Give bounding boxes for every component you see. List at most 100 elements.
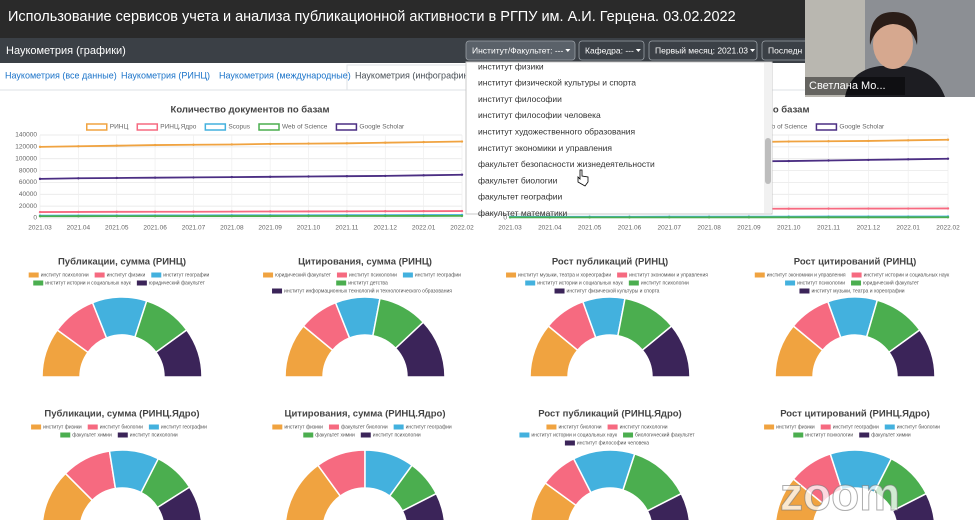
line-point xyxy=(867,216,870,219)
filter-button[interactable] xyxy=(465,40,576,61)
x-tick-label: 2021.10 xyxy=(297,225,321,232)
line-point xyxy=(384,174,387,178)
dropdown-item[interactable]: факультет географии xyxy=(478,192,562,202)
filter-button[interactable] xyxy=(648,40,758,61)
legend-swatch xyxy=(820,424,831,430)
line-point xyxy=(787,207,790,210)
line-point xyxy=(153,210,157,213)
cursor-hand xyxy=(577,169,589,187)
dropdown-item[interactable]: институт экономики и управления xyxy=(478,143,612,153)
line-point xyxy=(153,176,157,179)
legend-label: институт биологии xyxy=(897,424,940,430)
tab[interactable]: Наукометрия (все данные) xyxy=(5,70,117,80)
legend-label: факультет химии xyxy=(315,432,355,438)
filter-button-label[interactable]: Последн xyxy=(768,45,803,55)
filter-button-label[interactable]: Институт/Факультет: --- xyxy=(472,45,563,55)
line-point xyxy=(827,216,830,219)
person-body xyxy=(845,66,945,97)
legend-swatch xyxy=(607,424,618,430)
y-tick-label: 100000 xyxy=(15,155,37,162)
legend-label: институт географии xyxy=(415,272,461,278)
y-tick-label: 80000 xyxy=(19,167,37,174)
x-tick-label: 2021.04 xyxy=(538,225,562,232)
donut-segment xyxy=(394,321,446,378)
legend-label: институт психологии xyxy=(349,272,397,278)
legend-swatch xyxy=(117,432,128,438)
dropdown-item[interactable]: институт философии человека xyxy=(478,110,601,120)
legend-swatch xyxy=(859,432,870,438)
legend-swatch xyxy=(336,280,347,286)
dropdown-item[interactable]: факультет биологии xyxy=(478,175,558,185)
dropdown-item[interactable]: институт художественного образования xyxy=(478,126,636,136)
legend-label: факультет химии xyxy=(871,432,911,438)
line-point xyxy=(422,209,425,213)
line-point xyxy=(460,140,464,143)
line-point xyxy=(906,207,910,210)
dropdown-item[interactable]: факультет математики xyxy=(478,208,567,218)
x-tick-label: 2021.08 xyxy=(220,225,244,232)
line-point xyxy=(77,214,80,218)
webcam-name-bg xyxy=(805,77,905,95)
legend-swatch xyxy=(884,424,895,430)
legend-swatch xyxy=(204,123,227,131)
x-tick-label: 2022.01 xyxy=(896,225,920,232)
legend-label: институт философии человека xyxy=(577,440,649,446)
legend-label: факультет биологии xyxy=(341,424,388,430)
x-tick-label: 2022.02 xyxy=(450,225,474,232)
legend-swatch xyxy=(328,424,339,430)
legend-swatch xyxy=(336,272,347,278)
legend-swatch xyxy=(136,280,147,286)
line-point xyxy=(153,143,157,147)
filter-button[interactable] xyxy=(578,40,645,61)
legend-swatch xyxy=(851,280,862,286)
tab[interactable]: Наукометрия (международные) xyxy=(219,70,351,80)
legend-label: юридический факультет xyxy=(149,279,206,286)
line-point xyxy=(77,145,80,148)
legend-label: институт истории и социальных наук xyxy=(531,432,617,438)
legend-label: институт физики xyxy=(776,424,815,430)
chart-title: Рост публикаций (РИНЦ) xyxy=(552,257,668,268)
line-point xyxy=(867,158,870,162)
dropdown-item[interactable]: факультет безопасности жизнедеятельности xyxy=(478,159,655,169)
x-tick-label: 2022.01 xyxy=(412,225,436,232)
line-point xyxy=(422,214,425,218)
legend-swatch xyxy=(554,288,565,294)
line-point xyxy=(906,139,910,142)
legend-swatch xyxy=(31,424,42,430)
legend-swatch xyxy=(785,280,796,286)
legend-swatch xyxy=(764,424,775,430)
dropdown-item[interactable]: институт физики xyxy=(478,61,544,71)
tab[interactable]: Наукометрия (инфографика) xyxy=(355,70,476,80)
legend-label: Google Scholar xyxy=(839,124,885,131)
line-point xyxy=(38,145,42,149)
x-tick-label: 2021.05 xyxy=(105,225,129,232)
chart-title: Публикации, сумма (РИНЦ) xyxy=(58,257,186,268)
chart-title: Публикации, сумма (РИНЦ.Ядро) xyxy=(44,409,199,420)
tab[interactable]: Наукометрия (РИНЦ) xyxy=(121,70,210,80)
dropdown-item[interactable]: институт философии xyxy=(478,94,562,104)
legend-swatch xyxy=(94,272,105,278)
line-point xyxy=(906,158,910,161)
filter-button-label[interactable]: Первый месяц: 2021.03 xyxy=(655,45,748,55)
chart-title: Количество документов по базам xyxy=(171,105,330,116)
legend-swatch xyxy=(546,424,557,430)
legend-label: институт информационных технологий и тех… xyxy=(284,287,452,294)
line-point xyxy=(460,209,464,213)
line-point xyxy=(115,144,118,147)
dropdown-item[interactable]: институт физической культуры и спорта xyxy=(478,78,636,88)
legend-label: институт биологии xyxy=(100,424,143,430)
legend-swatch xyxy=(136,123,159,131)
legend-label: институт музыки, театра и хореографии xyxy=(518,272,611,278)
legend-label: институт музыки, театра и хореографии xyxy=(811,288,904,294)
line-point xyxy=(192,176,195,179)
chart-title: Рост цитирований (РИНЦ) xyxy=(794,257,916,268)
y-tick-label: 20000 xyxy=(19,203,37,210)
zoom-watermark: zoom xyxy=(780,468,900,520)
legend-swatch xyxy=(263,272,274,278)
legend-label: институт психологии xyxy=(620,424,668,430)
line-point xyxy=(384,214,387,218)
line-point xyxy=(307,175,310,178)
filter-button-label[interactable]: Кафедра: --- xyxy=(585,45,634,55)
legend-label: Google Scholar xyxy=(359,124,405,131)
legend-label: Web of Science xyxy=(762,124,808,131)
